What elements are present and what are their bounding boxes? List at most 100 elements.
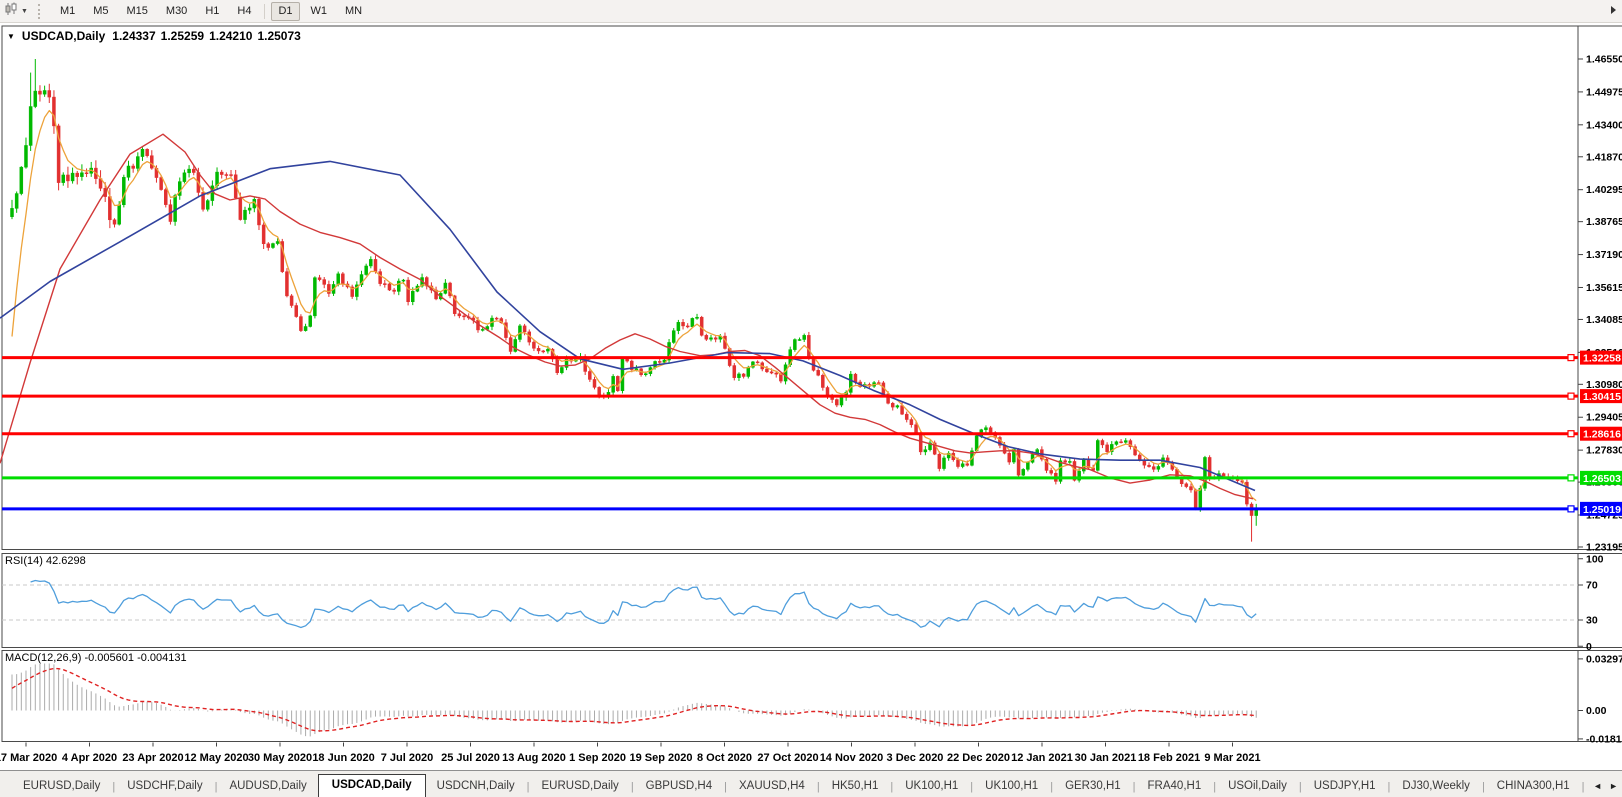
chart-type-button[interactable]: ▼ (4, 2, 28, 21)
date-tick-label: 9 Mar 2021 (1204, 752, 1260, 764)
macd-signal-line (11, 667, 1257, 732)
toolbar-grip-handle[interactable] (37, 3, 43, 19)
symbol-period-label: USDCAD,Daily (21, 29, 106, 43)
tab-separator: | (1481, 781, 1485, 793)
rsi-tick-label: 70 (1586, 580, 1598, 592)
ohlc-quote: 1.24337 1.25259 1.24210 1.25073 (112, 29, 301, 43)
chart-tabs: EURUSD,Daily | USDCHF,Daily | AUDUSD,Daily US… (12, 774, 1592, 797)
tab-USOil-Daily[interactable]: USOil,Daily (1228, 780, 1287, 792)
timeframe-button-W1[interactable]: W1 (310, 4, 328, 17)
tab-separator: | (970, 781, 974, 793)
macd-layer: 0.032972 0.00 -0.018154 (11, 653, 1622, 745)
toolbar-overflow-icon[interactable] (1611, 6, 1616, 14)
tab-DJ30-Weekly[interactable]: DJ30,Weekly (1402, 780, 1470, 792)
tab-USDCHF-Daily[interactable]: USDCHF,Daily (127, 780, 203, 792)
tab-separator: | (1132, 781, 1136, 793)
price-tick-label: 1.38765 (1586, 216, 1622, 228)
timeframe-button-D1[interactable]: D1 (271, 1, 300, 21)
slow-ma-line (0, 160, 1256, 492)
price-tick-label: 1.27830 (1586, 445, 1622, 457)
date-tick-label: 14 Nov 2020 (820, 752, 884, 764)
tab-separator: | (816, 781, 820, 793)
tab-EURUSD-Daily[interactable]: EURUSD,Daily (23, 780, 101, 792)
timeframe-buttons: M1 M5 M15 M30 H1 H4 D1 W1 MN (51, 1, 371, 21)
candles-layer (10, 59, 1258, 542)
level-price-chip-label: 1.30415 (1583, 391, 1621, 403)
timeframe-button-H4[interactable]: H4 (237, 4, 252, 17)
tab-separator: | (1050, 781, 1054, 793)
tab-USDJPY-H1[interactable]: USDJPY,H1 (1313, 780, 1376, 792)
tab-FRA40-H1[interactable]: FRA40,H1 (1147, 780, 1202, 792)
tab-HK50-H1[interactable]: HK50,H1 (831, 780, 879, 792)
level-price-chip (1580, 389, 1622, 404)
level-handle[interactable] (1567, 430, 1575, 438)
timeframe-toolbar: ▼ M1 M5 M15 M30 H1 H4 D1 W1 MN (0, 0, 1622, 23)
tab-XAUUSD-H4[interactable]: XAUUSD,H4 (739, 780, 805, 792)
timeframe-button-H1[interactable]: H1 (205, 4, 220, 17)
chevron-down-icon[interactable]: ▼ (7, 31, 15, 41)
tab-GER30-H1[interactable]: GER30,H1 (1065, 780, 1121, 792)
rsi-line (30, 579, 1257, 629)
tab-UK100-H1[interactable]: UK100,H1 (905, 780, 959, 792)
price-tick-label: 1.37190 (1586, 249, 1622, 261)
date-tick-label: 8 Oct 2020 (697, 752, 752, 764)
tab-AUDUSD-Daily[interactable]: AUDUSD,Daily (229, 780, 307, 792)
tab-USO[interactable]: USO (1586, 777, 1592, 797)
tab-GBPUSD-H4[interactable]: GBPUSD,H4 (645, 780, 713, 792)
price-tick-label: 1.34085 (1586, 314, 1622, 326)
level-handle[interactable] (1567, 392, 1575, 400)
high-value: 1.25259 (160, 29, 205, 43)
tab-CHINA300-H1[interactable]: CHINA300,H1 (1496, 780, 1570, 792)
fast-ma-line (11, 109, 1257, 502)
candlestick-chart-icon (4, 2, 18, 21)
date-tick-label: 12 May 2020 (184, 752, 248, 764)
price-tick-label: 1.40295 (1586, 184, 1622, 196)
tab-USDCNH-Daily[interactable]: USDCNH,Daily (436, 780, 515, 792)
date-tick-label: 19 Sep 2020 (630, 752, 693, 764)
level-handle[interactable] (1567, 354, 1575, 362)
tab-scroll-left-icon[interactable]: ◄ (1593, 781, 1603, 791)
timeframe-button-M30[interactable]: M30 (165, 4, 188, 17)
tab-UK100-H1[interactable]: UK100,H1 (985, 780, 1039, 792)
date-tick-label: 3 Dec 2020 (887, 752, 944, 764)
rsi-tick-label: 0 (1586, 641, 1592, 653)
date-tick-label: 30 May 2020 (248, 752, 312, 764)
price-axis: 1.46550 1.44975 1.43400 1.41870 1.40295 1.387… (1578, 54, 1622, 553)
price-tick-label: 1.29405 (1586, 412, 1622, 424)
price-tick-label: 1.35615 (1586, 282, 1622, 294)
rsi-layer: 100 70 30 0 (2, 553, 1604, 653)
tab-separator: | (214, 781, 218, 793)
tab-separator: | (890, 781, 894, 793)
level-price-chip-label: 1.28616 (1583, 429, 1621, 441)
tab-scroll-right-icon[interactable]: ► (1609, 781, 1618, 791)
moving-averages-layer (0, 109, 1257, 502)
tab-separator: | (1213, 781, 1217, 793)
macd-tick-label: 0.032972 (1586, 653, 1622, 665)
timeframe-button-M1[interactable]: M1 (59, 4, 76, 17)
tab-USDCAD-Daily[interactable]: USDCAD,Daily (317, 774, 426, 797)
tab-separator: | (1298, 781, 1302, 793)
level-price-chip-label: 1.26503 (1583, 473, 1621, 485)
chart-canvas[interactable]: 1.46550 1.44975 1.43400 1.41870 1.40295 1.387… (0, 0, 1622, 768)
date-tick-label: 25 Jul 2020 (441, 752, 500, 764)
panel-borders (1, 25, 1622, 742)
tab-scroll-controls: ◄ ► (1593, 781, 1618, 791)
tab-separator: | (724, 781, 727, 793)
tab-EURUSD-Daily[interactable]: EURUSD,Daily (541, 780, 619, 792)
macd-tick-label: 0.00 (1586, 705, 1607, 717)
level-handle[interactable] (1567, 505, 1575, 513)
level-price-chip (1580, 350, 1622, 365)
macd-indicator-label: MACD(12,26,9) -0.005601 -0.004131 (5, 652, 187, 664)
chart-title: ▼ USDCAD,Daily 1.24337 1.25259 1.24210 1… (7, 29, 301, 43)
price-tick-label: 1.43400 (1586, 119, 1622, 131)
tab-separator: | (112, 781, 116, 793)
timeframe-button-MN[interactable]: MN (345, 4, 363, 17)
timeframe-button-M5[interactable]: M5 (93, 4, 109, 17)
price-tick-label: 1.44975 (1586, 86, 1622, 98)
timeframe-button-M15[interactable]: M15 (126, 4, 148, 17)
date-tick-label: 27 Oct 2020 (757, 752, 818, 764)
level-handle[interactable] (1567, 474, 1575, 482)
date-tick-label: 12 Jan 2021 (1011, 752, 1073, 764)
low-value: 1.24210 (209, 29, 253, 43)
